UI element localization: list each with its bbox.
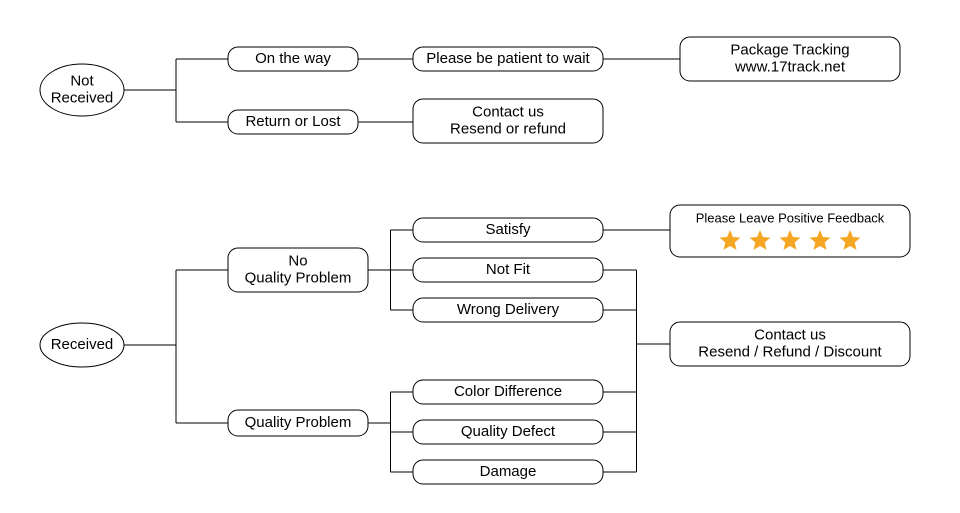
node-be_patient: Please be patient to wait bbox=[413, 47, 603, 71]
node-quality_problem-line0: Quality Problem bbox=[245, 414, 352, 431]
flowchart-canvas: NotReceivedOn the wayReturn or LostPleas… bbox=[0, 0, 960, 513]
node-wrong_delivery: Wrong Delivery bbox=[413, 298, 603, 322]
node-package_tracking-line0: Package Tracking bbox=[730, 41, 849, 58]
node-contact_resend_refund-line0: Contact us bbox=[472, 103, 544, 120]
node-satisfy-line0: Satisfy bbox=[485, 221, 531, 238]
node-no_quality-line1: Quality Problem bbox=[245, 269, 352, 286]
node-contact_resend_refund-line1: Resend or refund bbox=[450, 120, 566, 137]
node-not_received-line1: Received bbox=[51, 89, 114, 106]
node-color_diff: Color Difference bbox=[413, 380, 603, 404]
node-quality_defect: Quality Defect bbox=[413, 420, 603, 444]
node-return_lost: Return or Lost bbox=[228, 110, 358, 134]
node-received: Received bbox=[40, 323, 124, 367]
node-quality_defect-line0: Quality Defect bbox=[461, 423, 556, 440]
node-positive_feedback: Please Leave Positive Feedback bbox=[670, 205, 910, 257]
node-contact_resend_refund: Contact usResend or refund bbox=[413, 99, 603, 143]
node-not_received: NotReceived bbox=[40, 64, 124, 116]
node-positive_feedback-line0: Please Leave Positive Feedback bbox=[696, 210, 885, 225]
node-satisfy: Satisfy bbox=[413, 218, 603, 242]
node-contact_rrd-line0: Contact us bbox=[754, 326, 826, 343]
node-damage: Damage bbox=[413, 460, 603, 484]
node-on_the_way-line0: On the way bbox=[255, 50, 331, 67]
node-damage-line0: Damage bbox=[480, 463, 537, 480]
node-contact_rrd: Contact usResend / Refund / Discount bbox=[670, 322, 910, 366]
node-received-line0: Received bbox=[51, 336, 114, 353]
node-color_diff-line0: Color Difference bbox=[454, 383, 562, 400]
node-be_patient-line0: Please be patient to wait bbox=[426, 50, 590, 67]
node-not_fit: Not Fit bbox=[413, 258, 603, 282]
node-on_the_way: On the way bbox=[228, 47, 358, 71]
node-return_lost-line0: Return or Lost bbox=[245, 113, 341, 130]
node-contact_rrd-line1: Resend / Refund / Discount bbox=[698, 343, 882, 360]
node-no_quality: NoQuality Problem bbox=[228, 248, 368, 292]
node-wrong_delivery-line0: Wrong Delivery bbox=[457, 301, 560, 318]
node-not_fit-line0: Not Fit bbox=[486, 261, 531, 278]
node-quality_problem: Quality Problem bbox=[228, 410, 368, 436]
node-package_tracking: Package Trackingwww.17track.net bbox=[680, 37, 900, 81]
node-not_received-line0: Not bbox=[70, 72, 94, 89]
node-package_tracking-line1: www.17track.net bbox=[734, 58, 846, 75]
node-no_quality-line0: No bbox=[288, 252, 307, 269]
